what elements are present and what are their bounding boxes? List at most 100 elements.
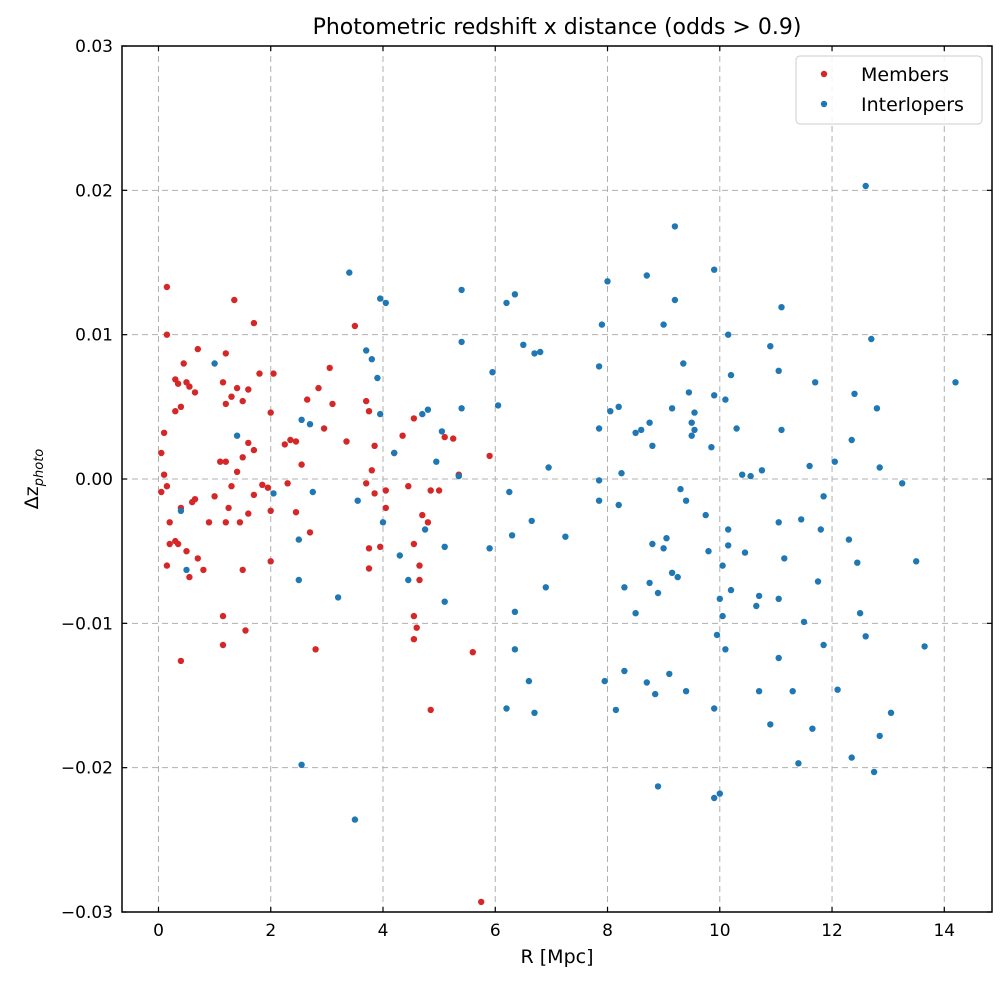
data-point: [363, 397, 370, 405]
data-point: [691, 426, 698, 434]
data-point: [298, 416, 305, 423]
data-point: [424, 406, 432, 413]
data-point: [809, 725, 816, 732]
data-point: [174, 380, 182, 387]
data-point: [228, 483, 235, 490]
data-point: [239, 454, 246, 461]
data-point: [343, 438, 350, 445]
data-point: [379, 519, 387, 526]
data-point: [820, 493, 827, 500]
data-point: [668, 405, 676, 412]
data-point: [298, 761, 305, 768]
data-point: [270, 370, 277, 377]
data-point: [315, 384, 322, 392]
data-point: [166, 519, 173, 526]
data-point: [654, 589, 662, 597]
data-point: [674, 573, 681, 581]
data-point: [537, 348, 544, 356]
data-point: [595, 497, 603, 504]
data-point: [441, 543, 448, 550]
data-point: [913, 558, 920, 565]
data-point: [233, 384, 241, 392]
data-point: [486, 452, 493, 460]
data-point: [615, 403, 622, 410]
data-point: [595, 477, 603, 484]
data-point: [424, 519, 432, 526]
series-interlopers: [177, 182, 959, 823]
data-point: [511, 608, 519, 615]
data-point: [450, 435, 457, 442]
data-point: [789, 688, 796, 695]
data-point: [174, 540, 182, 548]
data-point: [306, 529, 314, 536]
data-point: [649, 540, 656, 548]
data-point: [377, 543, 384, 550]
data-point: [820, 641, 827, 649]
data-point: [767, 721, 774, 728]
data-point: [205, 519, 213, 526]
data-point: [691, 409, 698, 416]
data-point: [812, 379, 819, 386]
data-point: [219, 641, 227, 649]
data-point: [711, 266, 718, 273]
data-point: [834, 686, 841, 693]
data-point: [368, 467, 375, 474]
data-point: [848, 754, 855, 761]
data-point: [798, 516, 805, 523]
data-point: [191, 389, 199, 396]
data-point: [405, 483, 412, 490]
data-point: [711, 705, 718, 712]
data-point: [329, 400, 336, 408]
data-point: [643, 272, 650, 279]
data-point: [755, 688, 763, 695]
data-point: [382, 487, 389, 494]
x-tick-label: 4: [378, 921, 389, 941]
data-point: [410, 415, 418, 422]
y-axis-label-main: Δz: [21, 486, 43, 509]
data-point: [413, 624, 420, 631]
data-point: [225, 504, 232, 512]
data-point: [211, 360, 218, 367]
x-tick-label: 10: [709, 921, 731, 941]
data-point: [601, 677, 608, 685]
data-point: [660, 545, 667, 552]
data-point: [405, 576, 412, 584]
data-point: [719, 562, 726, 569]
data-point: [887, 709, 895, 716]
data-point: [713, 631, 721, 639]
data-point: [725, 542, 732, 549]
data-point: [615, 501, 622, 509]
data-point: [270, 490, 277, 497]
data-point: [511, 291, 519, 298]
grid: [122, 46, 992, 912]
data-point: [309, 488, 316, 496]
data-point: [682, 497, 690, 504]
data-point: [494, 402, 502, 409]
data-point: [267, 507, 274, 514]
data-point: [222, 400, 229, 408]
x-tick-label: 12: [821, 921, 843, 941]
data-point: [421, 526, 429, 533]
data-point: [677, 485, 684, 493]
data-point: [365, 408, 373, 415]
data-point: [711, 794, 718, 802]
data-point: [259, 481, 266, 488]
data-point: [711, 392, 718, 399]
legend-label-interlopers: Interlopers: [861, 94, 964, 116]
data-point: [441, 598, 448, 605]
data-point: [654, 783, 662, 790]
data-point: [427, 487, 434, 494]
data-point: [671, 296, 679, 304]
data-point: [455, 472, 462, 480]
data-point: [160, 429, 168, 436]
axis-ticks: 0 2 4 6 8 10 12 14 −0.03 −0.02 −0.01 0.00 0.01 0.02 0.…: [61, 37, 992, 941]
data-point: [458, 338, 465, 346]
data-point: [621, 584, 628, 591]
data-point: [267, 409, 274, 416]
data-point: [733, 425, 740, 432]
x-tick-label: 14: [933, 921, 955, 941]
x-tick-label: 0: [153, 921, 164, 941]
data-point: [163, 331, 171, 338]
data-point: [660, 321, 667, 328]
data-point: [621, 667, 628, 675]
